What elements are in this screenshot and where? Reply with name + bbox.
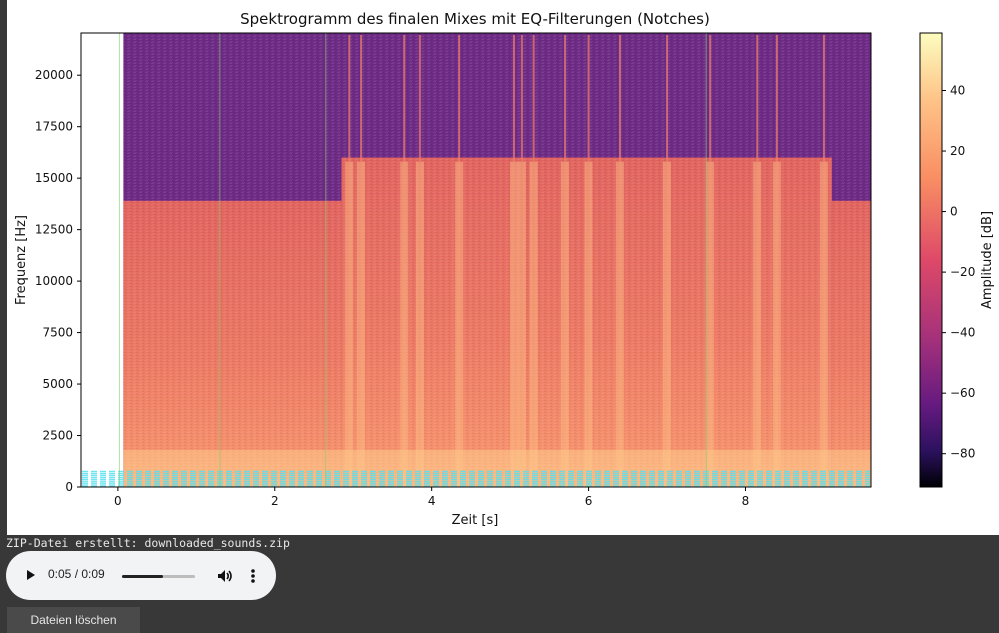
colorbar-tick-label-3: −20: [950, 265, 975, 279]
colorbar-tick-label-5: −60: [950, 386, 975, 400]
transient-15: [819, 161, 828, 487]
energy-band-noise-1: [341, 157, 832, 487]
y-tick-label-8: 20000: [35, 68, 73, 82]
y-axis-label: Frequenz [Hz]: [14, 215, 29, 305]
x-tick-label-1: 2: [271, 494, 279, 508]
x-tick-label-3: 6: [585, 494, 593, 508]
transient-6: [517, 161, 526, 487]
colorbar: [919, 32, 943, 488]
y-tick-label-4: 10000: [35, 274, 73, 288]
plot-frame: [80, 32, 872, 488]
transient-11: [663, 161, 672, 487]
transient-3: [415, 161, 424, 487]
transient-5: [510, 161, 519, 487]
transient-14: [772, 161, 781, 487]
colorbar-tick-label-4: −40: [950, 326, 975, 340]
volume-icon[interactable]: [216, 567, 234, 585]
x-tick-label-0: 0: [114, 494, 122, 508]
x-axis-label: Zeit [s]: [452, 513, 499, 528]
seek-slider[interactable]: [122, 575, 195, 578]
transient-7: [529, 161, 538, 487]
play-icon[interactable]: [22, 567, 38, 583]
audio-time: 0:05 / 0:09: [48, 567, 105, 581]
delete-files-button[interactable]: Dateien löschen: [7, 607, 140, 633]
y-tick-label-6: 15000: [35, 171, 73, 185]
x-tick-label-4: 8: [742, 494, 750, 508]
spectrogram-svg: Spektrogramm des finalen Mixes mit EQ-Fi…: [14, 10, 995, 528]
transient-8: [561, 161, 570, 487]
transient-12: [706, 161, 715, 487]
colorbar-tick-label-2: 0: [950, 205, 958, 219]
spectrogram-image: [82, 33, 871, 487]
y-tick-label-5: 12500: [35, 223, 73, 237]
low-frequency-band: [123, 449, 871, 487]
y-tick-label-2: 5000: [42, 377, 73, 391]
chart-title: Spektrogramm des finalen Mixes mit EQ-Fi…: [240, 10, 710, 28]
energy-band-noise-0: [123, 200, 342, 487]
transient-2: [400, 161, 409, 487]
y-tick-label-1: 2500: [42, 429, 73, 443]
transient-0: [345, 161, 354, 487]
y-tick-label-3: 7500: [42, 326, 73, 340]
transient-1: [357, 161, 366, 487]
audio-player[interactable]: 0:05 / 0:09: [6, 551, 276, 600]
more-vert-icon[interactable]: [246, 567, 260, 585]
x-tick-label-2: 4: [428, 494, 436, 508]
colorbar-tick-label-1: 20: [950, 144, 965, 158]
colorbar-tick-label-6: −80: [950, 447, 975, 461]
spectrogram-figure: Spektrogramm des finalen Mixes mit EQ-Fi…: [7, 0, 999, 535]
colorbar-tick-label-0: 40: [950, 84, 965, 98]
energy-band-noise-2: [831, 200, 871, 487]
transient-10: [615, 161, 624, 487]
zip-status-message: ZIP-Datei erstellt: downloaded_sounds.zi…: [6, 536, 290, 550]
y-tick-label-0: 0: [65, 480, 73, 494]
transient-9: [584, 161, 593, 487]
axes: 0 2 4 6 8 0 2500 5000 7500 10000 12500 15000 17500 20…: [35, 68, 749, 508]
y-tick-label-7: 17500: [35, 120, 73, 134]
transient-4: [455, 161, 464, 487]
transient-13: [753, 161, 762, 487]
colorbar-label: Amplitude [dB]: [980, 211, 995, 309]
seek-progress: [122, 575, 163, 578]
colorbar-axis: 40 20 0 −20 −40 −60 −80: [942, 84, 975, 461]
